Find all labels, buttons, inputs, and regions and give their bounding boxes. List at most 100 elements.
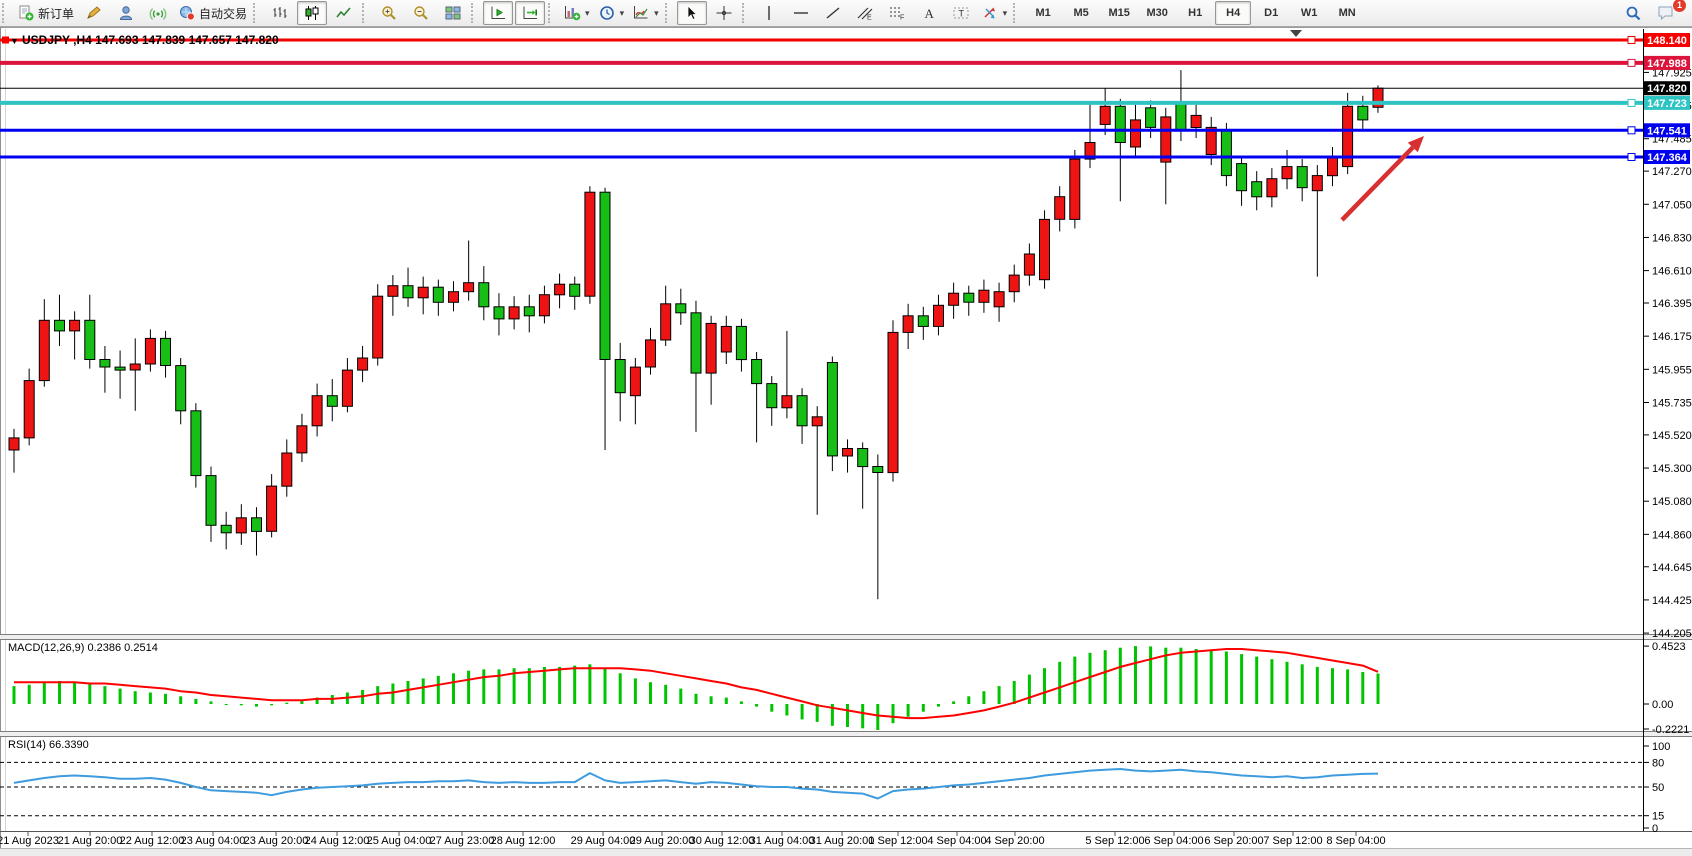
tf-w1-button[interactable]: W1 <box>1291 1 1327 25</box>
tf-mn-button-label: MN <box>1338 7 1356 19</box>
channel-icon: E <box>856 5 874 21</box>
doc-plus-icon <box>17 5 35 21</box>
trendline-button[interactable] <box>818 1 848 25</box>
chevron-down-icon[interactable]: ▾ <box>654 7 659 18</box>
toolbar-grip[interactable] <box>664 3 673 23</box>
zoom-in-button[interactable] <box>374 1 404 25</box>
svg-text:0: 0 <box>1652 823 1658 835</box>
svg-text:6 Sep 04:00: 6 Sep 04:00 <box>1144 835 1203 847</box>
svg-text:147.820: 147.820 <box>1647 83 1687 95</box>
svg-text:6 Sep 20:00: 6 Sep 20:00 <box>1204 835 1263 847</box>
svg-text:4 Sep 20:00: 4 Sep 20:00 <box>985 835 1044 847</box>
svg-text:147.050: 147.050 <box>1652 199 1692 211</box>
sep-macd-rsi[interactable] <box>0 731 1692 737</box>
tf-h4-button[interactable]: H4 <box>1215 1 1252 25</box>
macd-label: MACD(12,26,9) 0.2386 0.2514 <box>8 642 158 654</box>
crosshair-icon <box>715 5 733 21</box>
candlestick-button[interactable] <box>297 1 328 25</box>
main-toolbar: 新订单 自动交易 ▾ ▾ ▾ E F A T ▾ M1 M5 M15 M30 H1 H4 D1 W1 MN 1 <box>0 0 1692 27</box>
horizontal-level-lines[interactable] <box>0 36 1643 161</box>
red-arrow-annotation[interactable] <box>1340 136 1424 222</box>
indicator-icon <box>632 5 650 21</box>
macd-signal-line <box>14 648 1379 720</box>
search-button[interactable] <box>1619 1 1649 25</box>
zoom-out-button[interactable] <box>406 1 436 25</box>
notification-badge: 1 <box>1672 0 1687 13</box>
periods-button[interactable]: ▾ <box>595 1 628 25</box>
channel-button[interactable]: E <box>850 1 880 25</box>
tf-m15-button[interactable]: M15 <box>1101 1 1137 25</box>
crosshair-button[interactable] <box>709 1 739 25</box>
svg-text:T: T <box>958 9 964 19</box>
autotrade-icon <box>178 5 196 21</box>
tf-d1-button[interactable]: D1 <box>1253 1 1289 25</box>
fibonacci-button[interactable]: F <box>882 1 912 25</box>
macd-axis: 0.4523 0.00 -0.2221 <box>1643 641 1689 736</box>
svg-text:145.735: 145.735 <box>1652 397 1692 409</box>
shapes-icon <box>981 5 999 21</box>
profiles-button[interactable] <box>111 1 141 25</box>
chat-button[interactable]: 1 <box>1651 0 1687 25</box>
svg-text:145.520: 145.520 <box>1652 430 1692 442</box>
tf-m5-button[interactable]: M5 <box>1063 1 1099 25</box>
tile-windows-button[interactable] <box>438 1 468 25</box>
toolbar-grip[interactable] <box>741 3 750 23</box>
svg-text:147.270: 147.270 <box>1652 166 1692 178</box>
indicators-button[interactable]: ▾ <box>629 1 662 25</box>
svg-text:145.955: 145.955 <box>1652 364 1692 376</box>
text-label-button[interactable]: T <box>946 1 976 25</box>
autoscroll-button[interactable] <box>515 1 546 25</box>
chevron-down-icon[interactable]: ▾ <box>585 7 590 18</box>
svg-text:7 Sep 12:00: 7 Sep 12:00 <box>1263 835 1322 847</box>
tf-d1-button-label: D1 <box>1264 7 1279 19</box>
new-chart-button[interactable]: ▾ <box>560 1 593 25</box>
shift-chart-button[interactable] <box>483 1 514 25</box>
candles-icon <box>303 5 321 21</box>
horizontal-line-button[interactable] <box>786 1 816 25</box>
sep-main-macd[interactable] <box>0 634 1692 640</box>
tf-m30-button[interactable]: M30 <box>1139 1 1175 25</box>
svg-text:25 Aug 04:00: 25 Aug 04:00 <box>367 835 432 847</box>
bars-icon <box>271 5 289 21</box>
search-icon <box>1624 5 1644 22</box>
svg-text:145.080: 145.080 <box>1652 496 1692 508</box>
vertical-line-button[interactable] <box>754 1 784 25</box>
cursor-button[interactable] <box>676 1 707 25</box>
svg-text:27 Aug 23:00: 27 Aug 23:00 <box>430 835 495 847</box>
chevron-down-icon[interactable]: ▾ <box>1002 7 1008 18</box>
tf-h1-button[interactable]: H1 <box>1177 1 1213 25</box>
tf-m1-button[interactable]: M1 <box>1025 1 1061 25</box>
toolbar-grip[interactable] <box>2 3 10 23</box>
zoom-out-icon <box>412 5 430 21</box>
tf-h1-button-label: H1 <box>1188 7 1203 19</box>
labelT-icon: T <box>952 5 970 21</box>
svg-text:31 Aug 20:00: 31 Aug 20:00 <box>810 835 875 847</box>
cursor-icon <box>683 5 701 21</box>
svg-text:22 Aug 12:00: 22 Aug 12:00 <box>120 835 185 847</box>
autotrade-button[interactable]: 自动交易 <box>175 1 250 25</box>
toolbar-grip[interactable] <box>471 3 479 23</box>
toolbar-grip[interactable] <box>548 3 556 23</box>
bar-chart-button[interactable] <box>265 1 295 25</box>
svg-text:31 Aug 04:00: 31 Aug 04:00 <box>750 835 815 847</box>
fibo-icon: F <box>888 5 906 21</box>
chevron-down-icon[interactable]: ▾ <box>619 7 625 18</box>
new-order-button[interactable]: 新订单 <box>14 1 77 25</box>
signals-button[interactable] <box>143 1 173 25</box>
textA-icon: A <box>920 5 938 21</box>
autotrade-button-label: 自动交易 <box>199 6 248 21</box>
toolbar-grip[interactable] <box>253 3 261 23</box>
tf-mn-button[interactable]: MN <box>1329 1 1365 25</box>
text-button[interactable]: A <box>914 1 944 25</box>
new-order-button-label: 新订单 <box>38 6 75 21</box>
styles-button[interactable] <box>79 1 109 25</box>
toolbar-grip[interactable] <box>1013 3 1021 23</box>
chart-shift-marker[interactable] <box>1290 30 1302 37</box>
shapes-button[interactable]: ▾ <box>978 1 1011 25</box>
toolbar-grip[interactable] <box>362 3 370 23</box>
line-chart-button[interactable] <box>329 1 359 25</box>
svg-text:146.610: 146.610 <box>1652 266 1692 278</box>
rsi-axis: 100 80 50 150 <box>1643 741 1670 835</box>
svg-text:80: 80 <box>1652 757 1664 769</box>
